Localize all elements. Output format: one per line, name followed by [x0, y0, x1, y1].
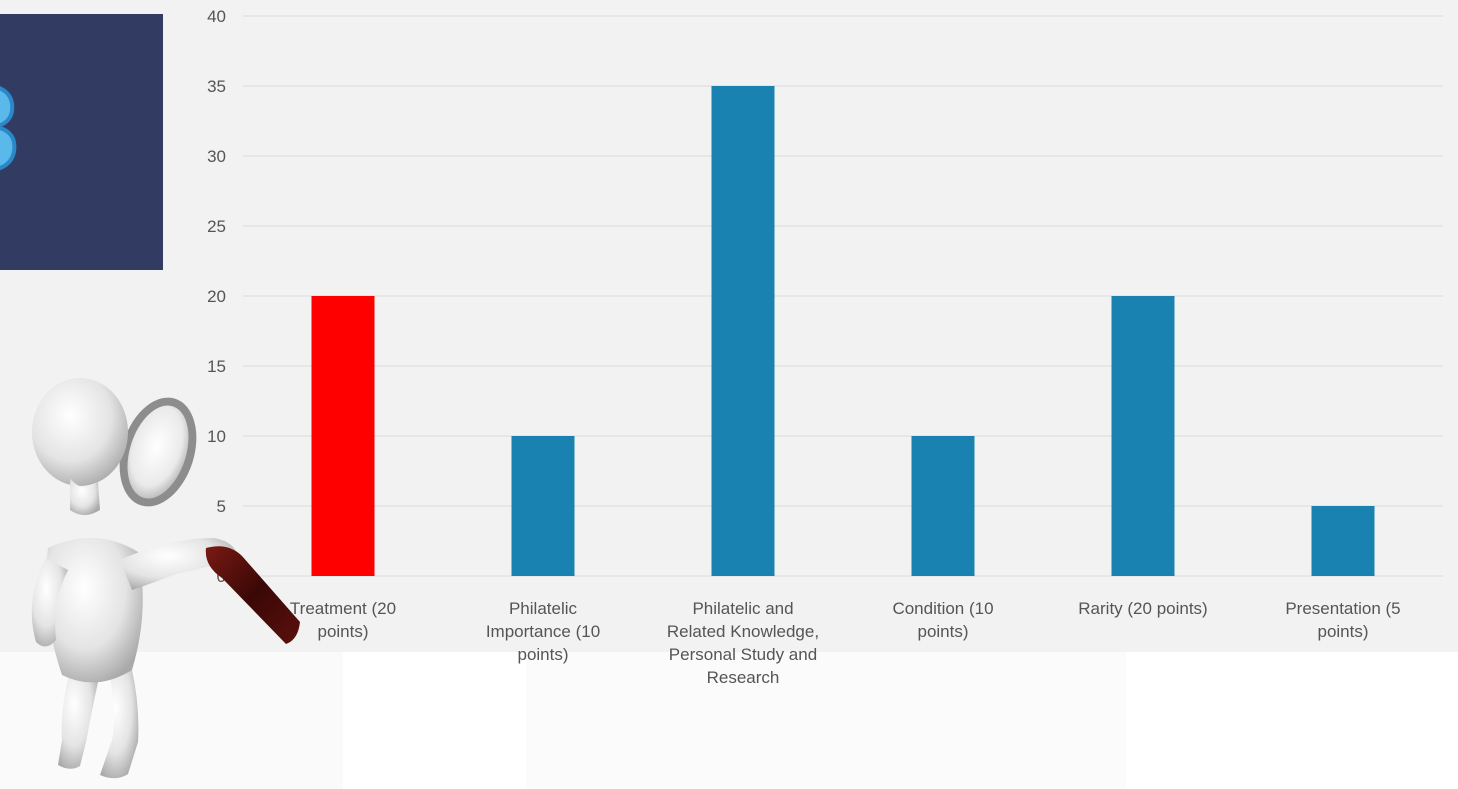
bar: [911, 436, 975, 576]
x-category-label-line: Personal Study and: [669, 645, 817, 664]
x-category-label-line: points): [917, 622, 968, 641]
x-category-label-line: Condition (10: [892, 599, 993, 618]
bar: [511, 436, 575, 576]
y-tick-label: 20: [207, 287, 226, 306]
y-tick-label: 25: [207, 217, 226, 236]
x-category-label: Rarity (20 points): [1078, 599, 1207, 618]
x-category-label: Philatelic Importance (10 points): [486, 599, 600, 664]
x-category-label: Philatelic and Related Knowledge, Personal…: [667, 599, 819, 687]
x-category-label-line: Importance (10: [486, 622, 600, 641]
gridlines: [243, 15, 1443, 577]
y-tick-label: 15: [207, 357, 226, 376]
x-category-label-line: Related Knowledge,: [667, 622, 819, 641]
y-tick-label: 30: [207, 147, 226, 166]
bar: [1111, 296, 1175, 576]
x-category-label-line: Philatelic: [509, 599, 578, 618]
label-background-center: [526, 652, 1126, 789]
figure-with-magnifying-glass-icon: [31, 378, 300, 779]
x-category-label: Condition (10 points): [892, 599, 993, 641]
slide-number-box: 3: [0, 14, 163, 270]
x-category-label: Treatment (20 points): [290, 599, 396, 641]
y-tick-label: 10: [207, 427, 226, 446]
x-category-label-line: points): [1317, 622, 1368, 641]
slide-number: 3: [0, 66, 21, 190]
bars: [311, 86, 1375, 576]
bar: [311, 296, 375, 576]
y-tick-label: 40: [207, 7, 226, 26]
x-category-label-line: Philatelic and: [692, 599, 793, 618]
x-axis-labels: Treatment (20 points) Philatelic Importance…: [290, 599, 1401, 687]
x-category-label-line: Treatment (20: [290, 599, 396, 618]
x-category-label-line: points): [317, 622, 368, 641]
x-category-label-line: Rarity (20 points): [1078, 599, 1207, 618]
bar: [1311, 506, 1375, 576]
y-tick-label: 5: [217, 497, 226, 516]
x-category-label: Presentation (5 points): [1285, 599, 1400, 641]
y-tick-label: 35: [207, 77, 226, 96]
bar: [711, 86, 775, 576]
label-background-left: [0, 652, 343, 789]
x-category-label-line: points): [517, 645, 568, 664]
x-category-label-line: Research: [707, 668, 780, 687]
x-category-label-line: Presentation (5: [1285, 599, 1400, 618]
